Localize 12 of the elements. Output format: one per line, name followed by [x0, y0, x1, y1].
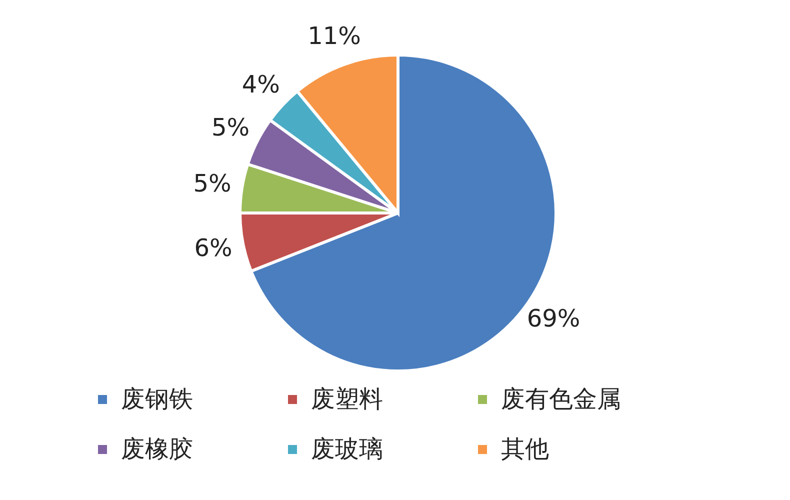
legend-label: 其他	[501, 434, 549, 465]
legend-label: 废钢铁	[121, 384, 193, 415]
data-label: 69%	[526, 304, 580, 333]
data-label: 6%	[194, 234, 232, 262]
data-label: 5%	[193, 170, 232, 198]
legend-label: 废有色金属	[501, 384, 621, 415]
data-label: 11%	[308, 22, 361, 50]
legend-label: 废橡胶	[121, 434, 193, 465]
data-label: 4%	[242, 70, 280, 98]
legend-label: 废玻璃	[311, 434, 383, 465]
legend-label: 废塑料	[311, 384, 383, 415]
data-label: 5%	[211, 114, 250, 142]
